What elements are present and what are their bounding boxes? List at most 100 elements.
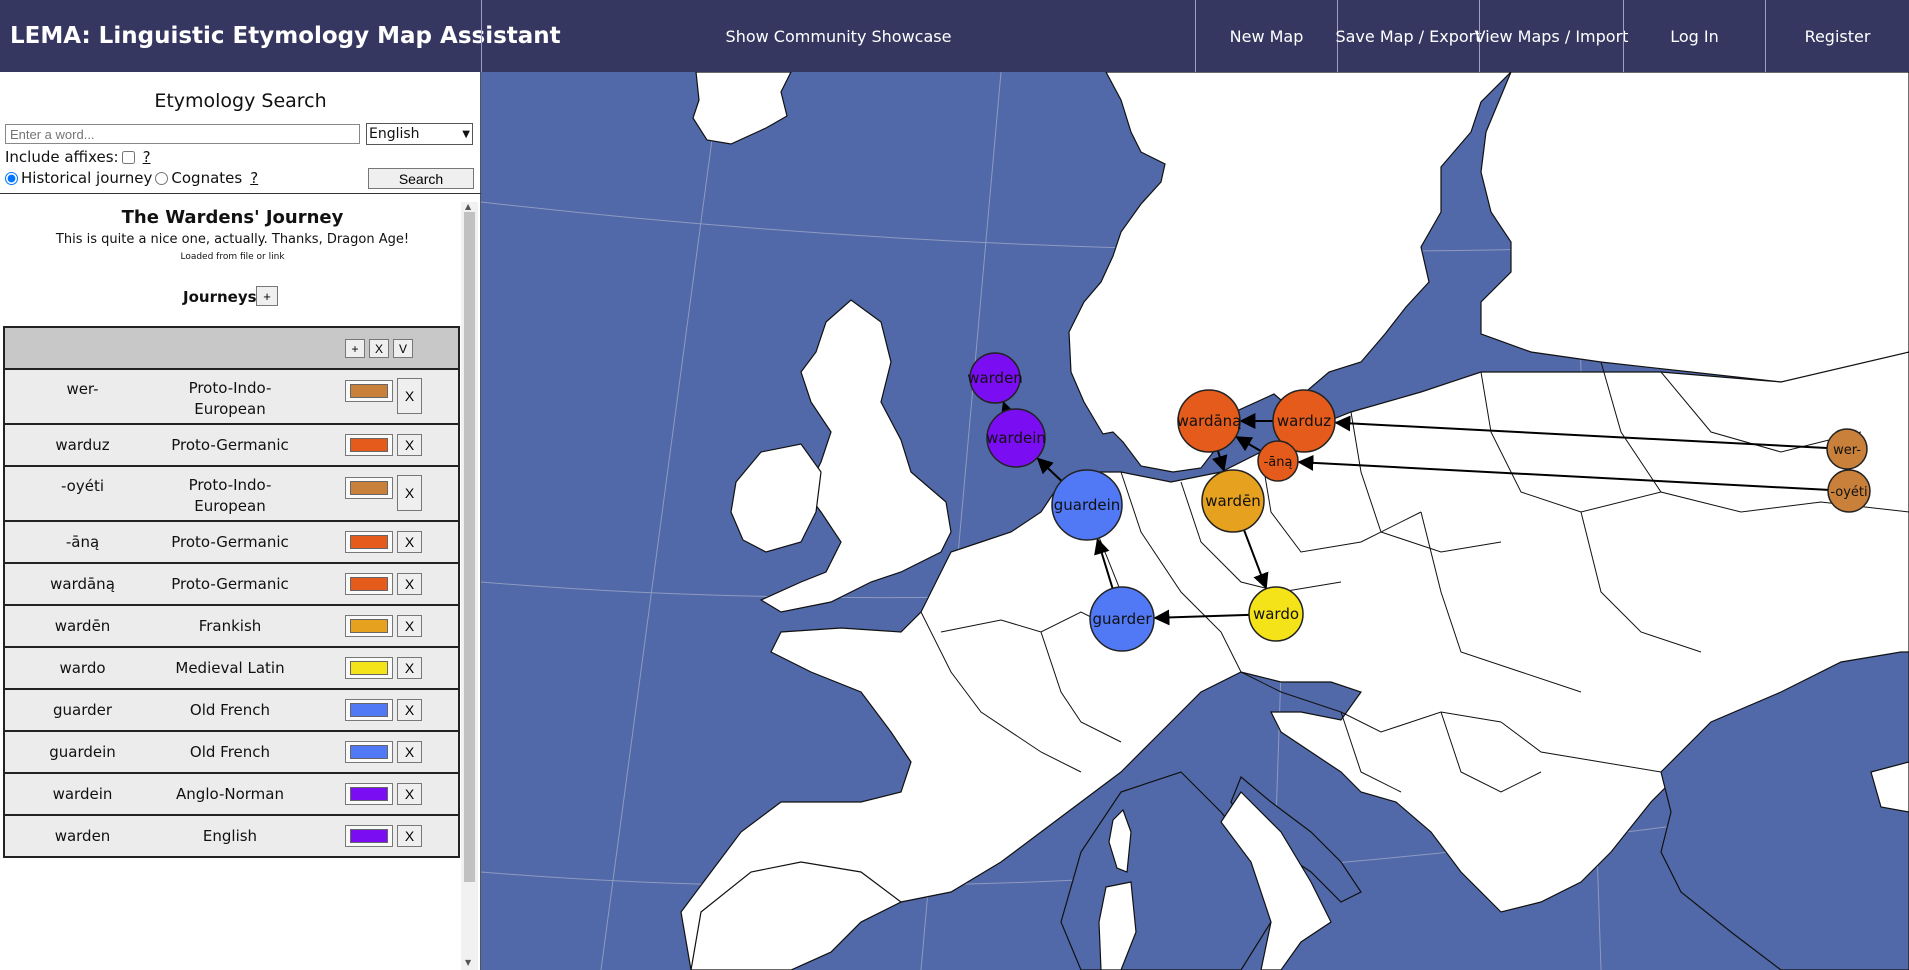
clear-rows-button[interactable]: X xyxy=(369,339,389,358)
arrow-wardein-to-warden xyxy=(1000,401,1016,419)
view-maps-import-button[interactable]: View Maps / Import xyxy=(1475,0,1628,72)
journey-row-language: Proto-Germanic xyxy=(171,575,289,593)
map-node[interactable]: guardein xyxy=(1051,469,1123,541)
color-swatch xyxy=(350,577,388,591)
row-color-picker[interactable] xyxy=(345,531,393,553)
log-in-button[interactable]: Log In xyxy=(1623,0,1765,72)
map-node[interactable]: wardein xyxy=(986,408,1046,468)
journey-row: wardēn Frankish X xyxy=(3,606,460,648)
map-node-circle[interactable] xyxy=(986,408,1046,468)
map-node-circle[interactable] xyxy=(1089,586,1155,652)
save-map-export-button[interactable]: Save Map / Export xyxy=(1335,0,1482,72)
map-node-circle[interactable] xyxy=(1051,469,1123,541)
collapse-rows-button[interactable]: V xyxy=(393,339,413,358)
map-node-label: wardo xyxy=(1253,605,1299,623)
map-node[interactable]: warden xyxy=(967,352,1023,404)
color-swatch xyxy=(350,703,388,717)
include-affixes-checkbox[interactable] xyxy=(121,150,135,164)
journey-nodes[interactable]: wer- -oyéti warduz -āną wardāną wardēn wardo gu… xyxy=(967,352,1871,652)
journey-row: wardein Anglo-Norman X xyxy=(3,774,460,816)
map-node-circle[interactable] xyxy=(1248,586,1304,642)
map-node[interactable]: wardēn xyxy=(1201,469,1265,533)
row-color-picker[interactable] xyxy=(345,741,393,763)
new-map-button[interactable]: New Map xyxy=(1195,0,1337,72)
row-color-picker[interactable] xyxy=(345,434,393,456)
delete-row-button[interactable]: X xyxy=(397,434,422,456)
map-node-circle[interactable] xyxy=(1177,389,1241,453)
map-node-circle[interactable] xyxy=(1272,389,1336,453)
map-node-label: guarder xyxy=(1092,610,1152,628)
europe-map-svg[interactable]: wer- -oyéti warduz -āną wardāną wardēn wardo gu… xyxy=(481,72,1909,970)
journey-row-language: Old French xyxy=(189,701,271,719)
row-color-picker[interactable] xyxy=(345,783,393,805)
register-button[interactable]: Register xyxy=(1765,0,1909,72)
delete-row-button[interactable]: X xyxy=(397,699,422,721)
arrow-wardo-to-guarder xyxy=(1153,609,1250,626)
journey-row-language: Proto-Germanic xyxy=(171,533,289,551)
historical-journey-radio[interactable] xyxy=(5,171,18,185)
map-description: This is quite a nice one, actually. Than… xyxy=(55,232,410,247)
map-node-circle[interactable] xyxy=(969,352,1021,404)
scroll-down-icon[interactable]: ▼ xyxy=(465,958,472,967)
map-node[interactable]: wardo xyxy=(1248,586,1304,642)
scroll-up-icon[interactable]: ▲ xyxy=(465,202,472,211)
journey-row: -oyéti Proto-Indo-European X xyxy=(3,467,460,522)
journey-row: wardo Medieval Latin X xyxy=(3,648,460,690)
map-node-circle[interactable] xyxy=(1201,469,1265,533)
map-node-circle[interactable] xyxy=(1826,428,1868,470)
journey-row-word: wardāną xyxy=(50,575,115,593)
row-color-picker[interactable] xyxy=(345,825,393,847)
add-row-button[interactable]: + xyxy=(345,339,365,358)
sidebar-scrollbar[interactable]: ▲ ▼ xyxy=(461,202,478,970)
journey-row-language: Proto-Indo-European xyxy=(188,379,272,418)
map-node[interactable]: -āną xyxy=(1257,440,1299,482)
language-select[interactable]: English ▼ xyxy=(366,123,473,145)
map-node-label: warden xyxy=(967,369,1023,387)
etymology-map[interactable]: wer- -oyéti warduz -āną wardāną wardēn wardo gu… xyxy=(481,72,1909,970)
color-swatch xyxy=(350,745,388,759)
delete-row-button[interactable]: X xyxy=(397,573,422,595)
journey-row-language: English xyxy=(202,827,258,845)
arrow-wer--to-warduz xyxy=(1334,415,1828,449)
scrollbar-thumb[interactable] xyxy=(464,212,475,882)
delete-row-button[interactable]: X xyxy=(397,741,422,763)
color-swatch xyxy=(350,384,388,398)
show-community-showcase-button[interactable]: Show Community Showcase xyxy=(481,0,1195,72)
map-node-circle[interactable] xyxy=(1827,469,1871,513)
row-color-picker[interactable] xyxy=(345,699,393,721)
journey-row: warden English X xyxy=(3,816,460,858)
map-node-circle[interactable] xyxy=(1257,440,1299,482)
delete-row-button[interactable]: X xyxy=(397,783,422,805)
word-search-input[interactable] xyxy=(5,124,360,144)
affixes-help-link[interactable]: ? xyxy=(142,148,151,166)
delete-row-button[interactable]: X xyxy=(397,378,422,414)
include-affixes-label: Include affixes: xyxy=(5,148,119,166)
map-node[interactable]: warduz xyxy=(1272,389,1336,453)
row-color-picker[interactable] xyxy=(345,615,393,637)
delete-row-button[interactable]: X xyxy=(397,615,422,637)
delete-row-button[interactable]: X xyxy=(397,825,422,847)
color-swatch xyxy=(350,787,388,801)
map-node[interactable]: wer- xyxy=(1826,428,1868,470)
add-journey-button[interactable]: + xyxy=(256,286,278,306)
delete-row-button[interactable]: X xyxy=(397,531,422,553)
journey-row-language: Frankish xyxy=(198,617,262,635)
map-node[interactable]: guarder xyxy=(1089,586,1155,652)
cognates-help-link[interactable]: ? xyxy=(250,169,259,187)
delete-row-button[interactable]: X xyxy=(397,475,422,511)
ireland xyxy=(730,443,822,553)
row-color-picker[interactable] xyxy=(345,380,393,402)
divider xyxy=(0,193,481,194)
row-color-picker[interactable] xyxy=(345,573,393,595)
iceland xyxy=(692,72,792,145)
row-color-picker[interactable] xyxy=(345,657,393,679)
map-node[interactable]: -oyéti xyxy=(1827,469,1871,513)
delete-row-button[interactable]: X xyxy=(397,657,422,679)
map-title: The Wardens' Journey xyxy=(121,207,344,228)
arrow-wardēn-to-wardo xyxy=(1243,529,1269,590)
search-button[interactable]: Search xyxy=(368,168,474,189)
row-color-picker[interactable] xyxy=(345,477,393,499)
cognates-radio[interactable] xyxy=(155,171,169,185)
map-node[interactable]: wardāną xyxy=(1177,389,1242,453)
